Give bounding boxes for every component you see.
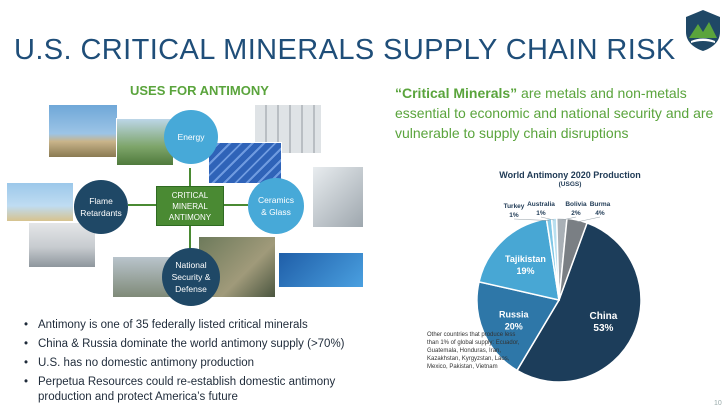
center-label-3: ANTIMONY (168, 212, 212, 222)
list-item: Perpetua Resources could re-establish do… (22, 375, 392, 405)
pie-value-russia: 20% (505, 321, 523, 331)
energy-label: Energy (177, 132, 205, 142)
pie-slice-russia (476, 280, 561, 372)
ceramics-label-1: Ceramics (258, 195, 294, 205)
pie-leader-australia (540, 216, 555, 221)
solar-panels-photo (208, 142, 282, 184)
pie-value-burma: 4% (595, 210, 605, 217)
uses-heading: USES FOR ANTIMONY (130, 83, 269, 98)
definition-term: “Critical Minerals” (395, 85, 518, 101)
pie-label-turkey: Turkey (504, 203, 525, 210)
pie-label-tajikistan: Tajikistan (505, 254, 546, 264)
critical-minerals-definition: “Critical Minerals” are metals and non-m… (395, 83, 715, 143)
pie-value-tajikistan: 19% (516, 266, 534, 276)
definition-text: are metals and non-metals essential to e… (395, 85, 714, 141)
pie-slice-burma (558, 217, 589, 301)
defense-label-2: Security & (171, 272, 211, 282)
flame-label-2: Retardants (80, 208, 122, 218)
defense-circle: National Security & Defense (162, 248, 220, 306)
pie-value-australia: 1% (536, 210, 546, 217)
circuit-board-photo (278, 252, 364, 288)
chart-title: World Antimony 2020 Production (499, 170, 641, 180)
flame-retardants-circle: Flame Retardants (74, 180, 128, 234)
flame-label-1: Flame (89, 196, 113, 206)
pie-label-russia: Russia (499, 309, 530, 319)
ceramics-glass-circle: Ceramics & Glass (248, 178, 304, 234)
smartphone-photo (312, 166, 364, 228)
company-logo-icon (686, 10, 720, 51)
pie-value-china: 53% (593, 323, 613, 334)
chart-subtitle: (USGS) (558, 181, 582, 188)
pie-label-australia: Australia (527, 201, 555, 208)
center-label-2: MINERAL (172, 201, 208, 211)
list-item: China & Russia dominate the world antimo… (22, 337, 392, 352)
wind-turbines-photo (48, 104, 118, 158)
pie-leader-bolivia (561, 216, 577, 221)
list-item: U.S. has no domestic antimony production (22, 356, 392, 371)
pie-label-burma: Burma (590, 201, 611, 208)
energy-circle: Energy (164, 110, 218, 164)
slide-title: U.S. CRITICAL MINERALS SUPPLY CHAIN RISK (14, 34, 676, 66)
defense-label-3: Defense (175, 284, 207, 294)
pie-label-china: China (590, 311, 618, 322)
pie-slice-china (515, 221, 642, 383)
pie-leader-burma (576, 216, 601, 223)
key-points-list: Antimony is one of 35 federally listed c… (22, 318, 392, 409)
defense-label-1: National (175, 260, 207, 270)
center-label-1: CRITICAL (171, 190, 209, 200)
sofa-photo (28, 222, 96, 268)
pie-value-turkey: 1% (509, 212, 519, 219)
page-number: 10 (714, 400, 722, 407)
pie-leader-turkey (513, 218, 550, 221)
critical-mineral-antimony-box: CRITICAL MINERAL ANTIMONY (156, 186, 224, 226)
pie-value-bolivia: 2% (571, 210, 581, 217)
pie-label-bolivia: Bolivia (565, 201, 587, 208)
ceramics-label-2: & Glass (261, 207, 291, 217)
other-countries-note: Other countries that produce less than 1… (427, 332, 520, 370)
list-item: Antimony is one of 35 federally listed c… (22, 318, 392, 333)
firefighting-plane-photo (6, 182, 74, 222)
